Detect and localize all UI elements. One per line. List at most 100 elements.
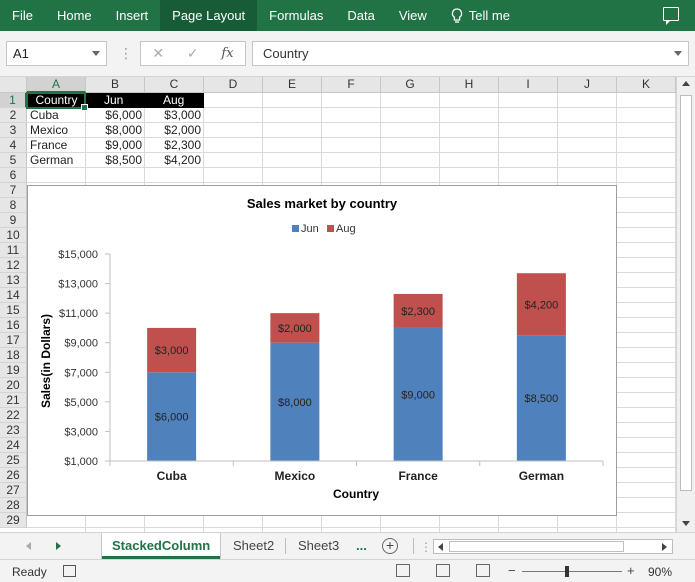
scroll-left-icon[interactable]: [438, 543, 443, 551]
header-cell-jun[interactable]: Jun: [86, 93, 145, 108]
column-header-f[interactable]: F: [322, 77, 381, 93]
tab-formulas[interactable]: Formulas: [269, 8, 324, 23]
bar-jun-cuba[interactable]: [147, 372, 197, 461]
comment-icon[interactable]: [663, 7, 679, 25]
bar-aug-france[interactable]: [393, 293, 443, 328]
table-cell[interactable]: $8,000: [105, 123, 142, 137]
row-header-12[interactable]: 12: [0, 258, 27, 273]
tab-page-layout[interactable]: Page Layout: [160, 0, 258, 31]
expand-formula-icon[interactable]: [674, 51, 682, 56]
row-header-11[interactable]: 11: [0, 243, 27, 258]
row-header-19[interactable]: 19: [0, 363, 27, 378]
bar-jun-mexico[interactable]: [270, 342, 320, 461]
horizontal-scroll-thumb[interactable]: [449, 541, 624, 552]
table-cell[interactable]: German: [30, 153, 74, 167]
add-sheet-button[interactable]: +: [382, 538, 398, 554]
row-header-18[interactable]: 18: [0, 348, 27, 363]
row-header-28[interactable]: 28: [0, 498, 27, 513]
cancel-icon[interactable]: ✕: [152, 45, 165, 61]
row-header-1[interactable]: 1: [0, 93, 27, 108]
bar-jun-german[interactable]: [516, 335, 566, 461]
sheet-tab-stackedcolumn[interactable]: StackedColumn: [102, 533, 221, 559]
tab-home[interactable]: Home: [56, 8, 92, 23]
row-header-21[interactable]: 21: [0, 393, 27, 408]
column-header-k[interactable]: K: [617, 77, 676, 93]
page-break-view-icon[interactable]: [476, 564, 490, 577]
header-cell-country[interactable]: Country: [27, 93, 86, 108]
enter-icon[interactable]: ✓: [186, 45, 199, 61]
bar-aug-cuba[interactable]: [147, 327, 197, 373]
bar-aug-german[interactable]: [516, 273, 566, 336]
column-header-g[interactable]: G: [381, 77, 440, 93]
bar-jun-france[interactable]: [393, 327, 443, 461]
table-cell[interactable]: $4,200: [164, 153, 201, 167]
table-cell[interactable]: $2,300: [164, 138, 201, 152]
more-sheets-button[interactable]: ...: [356, 538, 367, 553]
row-header-25[interactable]: 25: [0, 453, 27, 468]
zoom-level[interactable]: 90%: [648, 565, 673, 579]
table-cell[interactable]: France: [30, 138, 68, 152]
row-header-5[interactable]: 5: [0, 153, 27, 168]
select-all-button[interactable]: [0, 77, 27, 93]
macro-record-icon[interactable]: [63, 565, 76, 577]
row-header-24[interactable]: 24: [0, 438, 27, 453]
scroll-right-icon[interactable]: [662, 543, 667, 551]
zoom-out-button[interactable]: −: [508, 563, 516, 578]
next-sheet-icon[interactable]: [56, 542, 61, 550]
row-header-14[interactable]: 14: [0, 288, 27, 303]
tab-insert[interactable]: Insert: [115, 8, 149, 23]
tell-me-button[interactable]: Tell me: [439, 0, 522, 31]
zoom-slider[interactable]: [522, 571, 622, 572]
split-grip-icon[interactable]: ⋮: [420, 540, 432, 554]
row-header-23[interactable]: 23: [0, 423, 27, 438]
row-header-15[interactable]: 15: [0, 303, 27, 318]
sheet-tab-sheet3[interactable]: Sheet3: [298, 538, 340, 553]
column-header-b[interactable]: B: [86, 77, 145, 93]
column-header-i[interactable]: I: [499, 77, 558, 93]
header-cell-aug[interactable]: Aug: [145, 93, 204, 108]
page-layout-view-icon[interactable]: [436, 564, 450, 577]
table-cell[interactable]: $6,000: [105, 108, 142, 122]
table-cell[interactable]: Mexico: [30, 123, 69, 137]
row-header-6[interactable]: 6: [0, 168, 27, 183]
table-cell[interactable]: $3,000: [164, 108, 201, 122]
chart[interactable]: Sales market by country Jun Aug $1,000 $3,…: [27, 185, 617, 516]
zoom-slider-thumb[interactable]: [565, 566, 569, 577]
tab-view[interactable]: View: [398, 8, 427, 23]
row-header-10[interactable]: 10: [0, 228, 27, 243]
row-header-20[interactable]: 20: [0, 378, 27, 393]
row-header-16[interactable]: 16: [0, 318, 27, 333]
column-header-e[interactable]: E: [263, 77, 322, 93]
tab-file[interactable]: File: [12, 8, 33, 23]
row-header-29[interactable]: 29: [0, 513, 27, 528]
table-cell[interactable]: $2,000: [164, 123, 201, 137]
zoom-in-button[interactable]: +: [627, 563, 635, 578]
column-header-d[interactable]: D: [204, 77, 263, 93]
name-box[interactable]: A1: [6, 41, 107, 66]
scroll-up-icon[interactable]: [682, 81, 690, 86]
vertical-scrollbar[interactable]: [676, 77, 695, 532]
column-header-a[interactable]: A: [27, 77, 86, 93]
row-header-3[interactable]: 3: [0, 123, 27, 138]
row-header-13[interactable]: 13: [0, 273, 27, 288]
vertical-scroll-thumb[interactable]: [680, 95, 692, 491]
sheet-tab-sheet2[interactable]: Sheet2: [233, 538, 275, 553]
chevron-down-icon[interactable]: [92, 51, 100, 56]
horizontal-scrollbar[interactable]: [433, 539, 673, 554]
table-cell[interactable]: Cuba: [30, 108, 59, 122]
table-cell[interactable]: $8,500: [105, 153, 142, 167]
row-header-26[interactable]: 26: [0, 468, 27, 483]
table-cell[interactable]: $9,000: [105, 138, 142, 152]
row-header-4[interactable]: 4: [0, 138, 27, 153]
tab-data[interactable]: Data: [347, 8, 375, 23]
scroll-down-icon[interactable]: [682, 521, 690, 526]
row-header-27[interactable]: 27: [0, 483, 27, 498]
formula-input[interactable]: Country: [252, 41, 689, 66]
row-header-22[interactable]: 22: [0, 408, 27, 423]
prev-sheet-icon[interactable]: [26, 542, 31, 550]
insert-function-icon[interactable]: fx: [221, 46, 234, 61]
normal-view-icon[interactable]: [396, 564, 410, 577]
row-header-9[interactable]: 9: [0, 213, 27, 228]
row-header-8[interactable]: 8: [0, 198, 27, 213]
column-header-h[interactable]: H: [440, 77, 499, 93]
